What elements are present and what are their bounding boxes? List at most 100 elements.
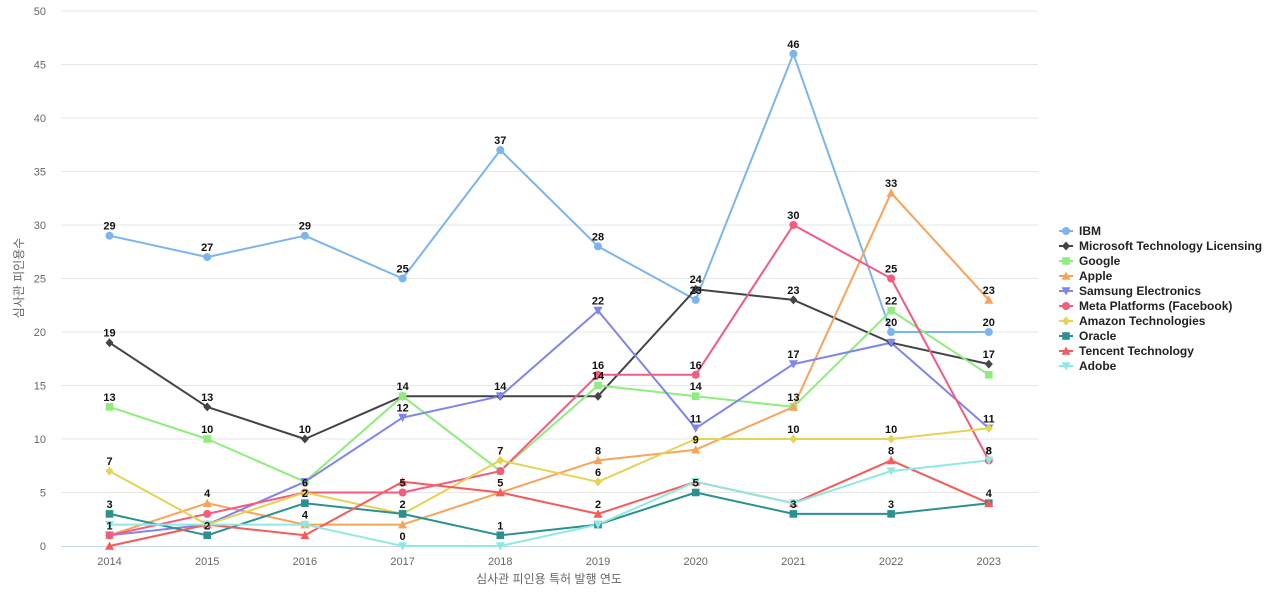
- data-label: 10: [299, 424, 311, 436]
- legend-marker: [1061, 362, 1071, 371]
- data-label: 4: [986, 488, 993, 500]
- data-point: [105, 403, 114, 411]
- data-label: 6: [595, 467, 601, 479]
- data-point: [886, 467, 896, 476]
- x-tick-label: 2018: [488, 556, 512, 568]
- y-tick-label: 0: [40, 541, 46, 553]
- x-tick-label: 2014: [97, 556, 121, 568]
- data-point: [985, 371, 993, 379]
- y-axis-ticks: 0 5 10 15 20 25 30 35 40 45 50: [34, 6, 46, 553]
- data-label: 25: [396, 264, 408, 276]
- data-label: 0: [400, 531, 406, 543]
- data-point: [203, 435, 211, 443]
- data-point: [594, 242, 602, 251]
- legend-item[interactable]: Adobe: [1059, 359, 1117, 373]
- x-tick-label: 2021: [781, 556, 805, 568]
- legend-item[interactable]: Meta Platforms (Facebook): [1059, 299, 1232, 313]
- legend-marker: [1061, 271, 1071, 280]
- legend-item[interactable]: Apple: [1059, 269, 1113, 283]
- data-label: 7: [497, 445, 503, 457]
- x-tick-label: 2019: [586, 556, 610, 568]
- x-tick-label: 2015: [195, 556, 219, 568]
- legend-item[interactable]: Oracle: [1059, 329, 1117, 343]
- series-line: [108, 491, 990, 537]
- data-point: [887, 434, 896, 444]
- data-point: [691, 370, 700, 379]
- data-point: [496, 531, 505, 540]
- data-point: [788, 360, 798, 369]
- data-point: [886, 188, 896, 197]
- legend-label: Apple: [1079, 269, 1113, 283]
- x-tick-label: 2023: [977, 556, 1001, 568]
- legend-marker: [1062, 241, 1070, 251]
- data-point: [300, 530, 310, 540]
- data-label: 10: [885, 424, 897, 436]
- series-line: [108, 309, 990, 483]
- data-point: [593, 455, 603, 465]
- y-tick-label: 10: [34, 434, 46, 446]
- data-point: [593, 509, 603, 518]
- data-label: 23: [690, 285, 702, 297]
- x-tick-label: 2017: [390, 556, 414, 568]
- series-line: [108, 224, 990, 537]
- data-label: 3: [106, 499, 112, 511]
- data-point: [301, 499, 309, 507]
- data-label: 46: [787, 39, 799, 51]
- data-label: 2: [204, 520, 210, 532]
- data-label: 22: [592, 296, 604, 308]
- data-label: 14: [396, 381, 409, 393]
- data-label: 8: [595, 445, 601, 457]
- data-label: 8: [986, 445, 992, 457]
- y-tick-label: 45: [34, 60, 46, 72]
- data-point: [495, 392, 505, 401]
- y-tick-label: 15: [34, 381, 46, 393]
- y-axis-title: 심사관 피인용수: [12, 238, 26, 319]
- legend-label: Amazon Technologies: [1079, 314, 1206, 328]
- data-point: [887, 306, 895, 315]
- data-point: [495, 488, 505, 497]
- data-point: [594, 370, 602, 379]
- legend-item[interactable]: Microsoft Technology Licensing: [1059, 239, 1262, 253]
- grid-lines: [61, 10, 1038, 493]
- y-tick-label: 5: [40, 488, 46, 500]
- data-point: [105, 531, 114, 540]
- data-point: [398, 488, 407, 497]
- data-point: [398, 542, 408, 551]
- legend-item[interactable]: Samsung Electronics: [1059, 284, 1201, 298]
- data-point: [691, 424, 701, 433]
- data-point: [789, 434, 798, 444]
- data-point: [887, 510, 895, 518]
- data-point: [789, 295, 798, 305]
- data-point: [594, 391, 602, 401]
- data-point: [202, 520, 212, 530]
- data-point: [788, 402, 798, 411]
- data-point: [984, 328, 993, 336]
- legend-item[interactable]: IBM: [1059, 224, 1101, 238]
- x-tick-label: 2016: [293, 556, 317, 568]
- legend-label: Tencent Technology: [1079, 344, 1194, 358]
- data-label: 16: [592, 360, 604, 372]
- legend-label: Meta Platforms (Facebook): [1079, 299, 1232, 313]
- data-label: 13: [103, 392, 115, 404]
- legend-item[interactable]: Tencent Technology: [1059, 344, 1194, 358]
- series-line: [108, 459, 990, 547]
- data-point: [105, 231, 114, 240]
- data-point: [984, 295, 994, 304]
- data-point: [300, 488, 309, 497]
- legend-item[interactable]: Google: [1059, 254, 1121, 268]
- data-point: [691, 295, 700, 304]
- legend-label: Google: [1079, 254, 1121, 268]
- series-line: [108, 52, 990, 333]
- y-tick-label: 30: [34, 220, 46, 232]
- data-point: [203, 402, 212, 412]
- data-label: 6: [302, 478, 308, 490]
- data-label: 13: [201, 392, 213, 404]
- data-label: 11: [690, 413, 702, 425]
- data-label: 20: [983, 317, 995, 329]
- legend-item[interactable]: Amazon Technologies: [1059, 314, 1206, 328]
- data-label: 37: [494, 135, 506, 147]
- data-label: 24: [690, 274, 703, 286]
- data-point: [984, 498, 994, 507]
- data-label: 1: [497, 520, 503, 532]
